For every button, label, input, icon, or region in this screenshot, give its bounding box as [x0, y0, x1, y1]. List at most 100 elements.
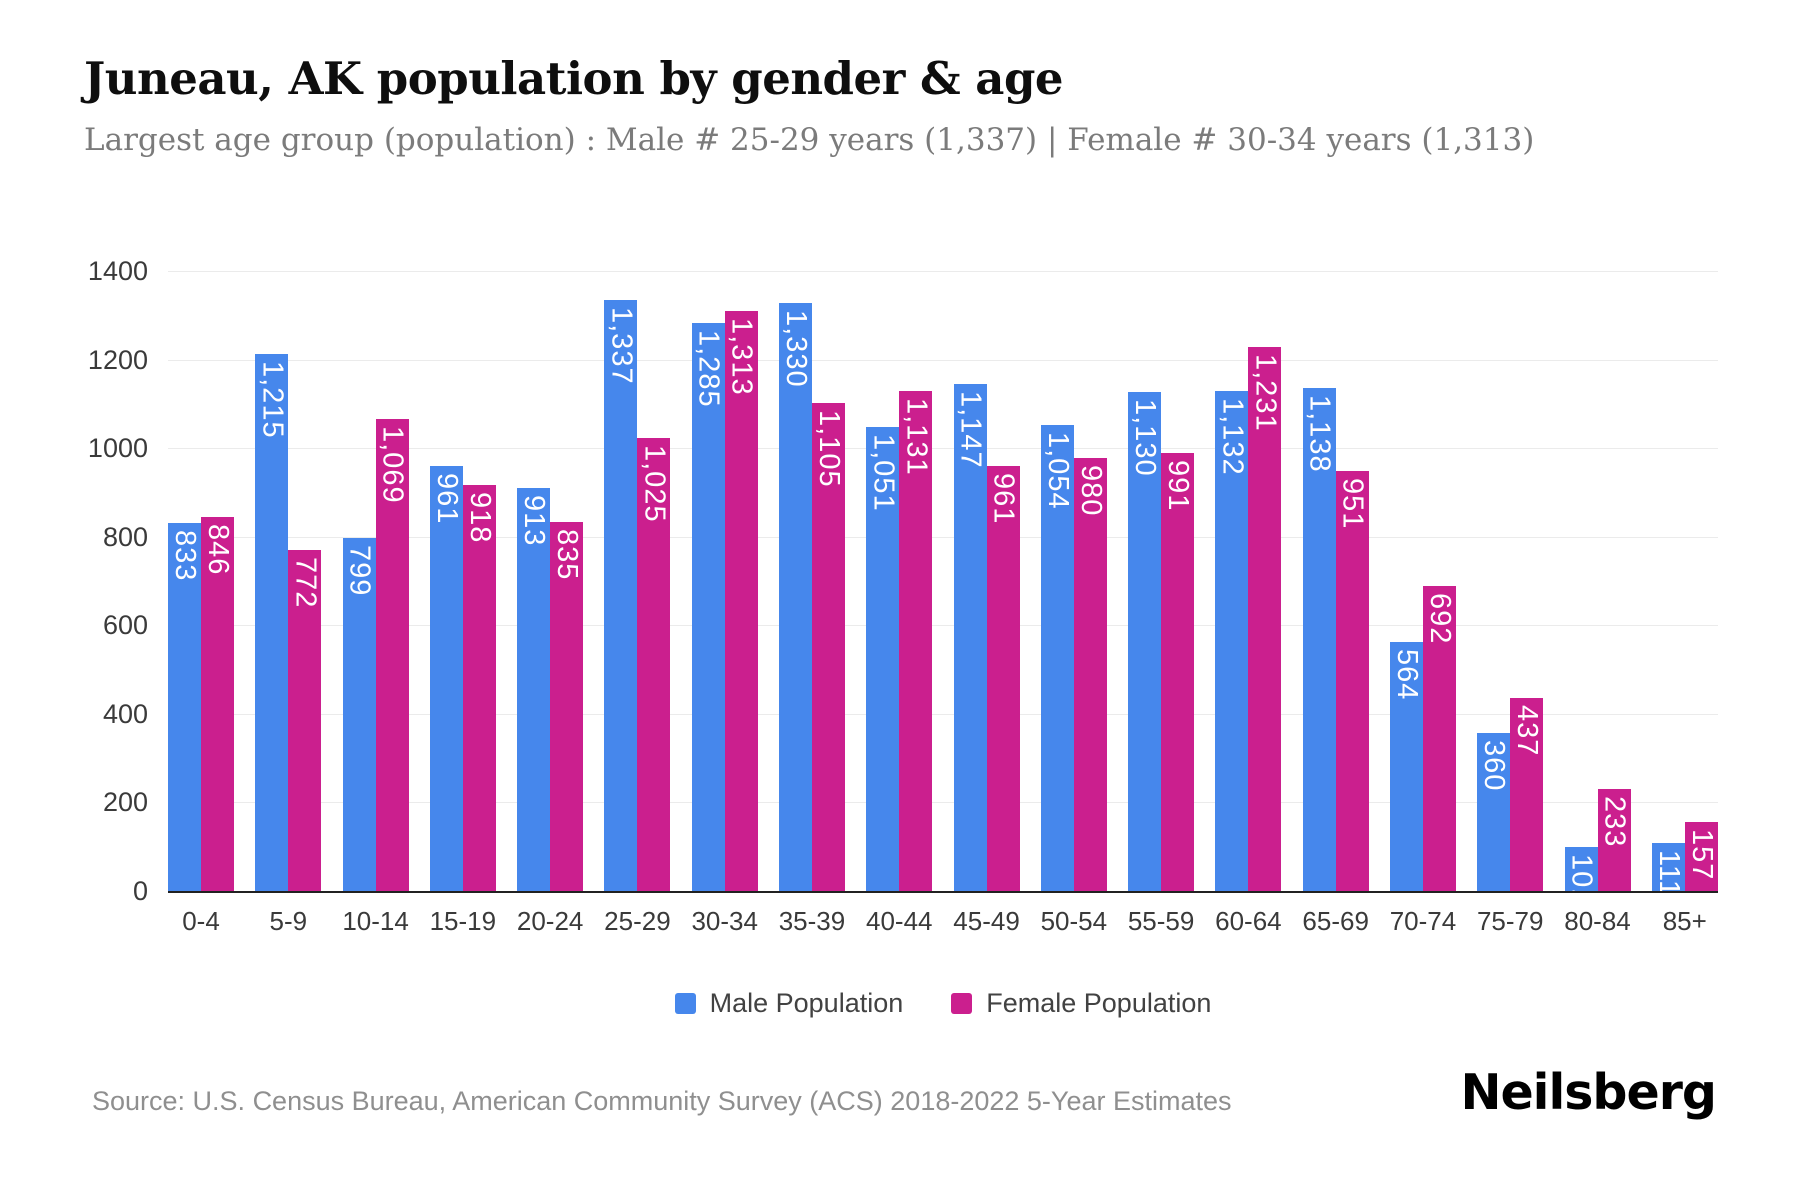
x-axis-label-80-84: 80-84 — [1564, 906, 1631, 936]
bar-value-label: 772 — [289, 557, 322, 609]
bar-male-85+: 111 — [1651, 843, 1685, 897]
bar-group-45-49: 1,147 961 45-49 — [953, 272, 1020, 936]
bar-female-65-69: 951 — [1335, 471, 1369, 892]
bar-group-20-24: 913 835 20-24 — [517, 272, 584, 936]
bar-female-30-34: 1,313 — [724, 311, 758, 892]
bar-value-label: 1,130 — [1129, 399, 1162, 477]
x-axis-label-15-19: 15-19 — [429, 906, 497, 936]
x-axis-label-30-34: 30-34 — [691, 906, 758, 936]
bar-value-label: 961 — [430, 473, 463, 525]
male-color-swatch — [674, 993, 696, 1014]
bar-value-label: 1,285 — [692, 330, 725, 408]
bar-group-50-54: 1,054 980 50-54 — [1041, 272, 1107, 936]
bar-value-label: 1,069 — [376, 426, 409, 504]
bar-female-5-9: 772 — [288, 550, 322, 892]
bar-value-label: 991 — [1162, 460, 1195, 512]
bar-value-label: 846 — [202, 524, 234, 576]
bar-value-label: 1,138 — [1303, 395, 1336, 473]
bar-female-20-24: 835 — [550, 522, 584, 892]
bar-value-label: 799 — [343, 545, 376, 597]
y-axis-tick-600: 600 — [102, 610, 148, 640]
bar-group-85+: 111 157 85+ — [1651, 272, 1718, 936]
bar-group-0-4: 833 846 0-4 — [168, 272, 234, 936]
bar-value-label: 157 — [1685, 829, 1718, 881]
bar-male-55-59: 1,130 — [1128, 392, 1162, 892]
bar-value-label: 1,330 — [779, 310, 812, 388]
bar-value-label: 1,215 — [256, 361, 289, 439]
legend-label-male: Male Population — [709, 988, 904, 1018]
bar-male-70-74: 564 — [1389, 642, 1423, 892]
x-axis-label-55-59: 55-59 — [1127, 906, 1195, 936]
y-axis-tick-400: 400 — [102, 699, 148, 729]
gridline-600 — [168, 625, 1718, 626]
y-axis-tick-0: 0 — [132, 876, 148, 906]
chart-legend: Male Population Female Population — [168, 988, 1718, 1019]
legend-label-female: Female Population — [986, 988, 1212, 1018]
bar-group-30-34: 1,285 1,313 30-34 — [691, 272, 758, 936]
bar-group-15-19: 961 918 15-19 — [430, 272, 496, 936]
x-axis-label-75-79: 75-79 — [1476, 906, 1544, 936]
bar-value-label: 564 — [1390, 649, 1423, 701]
page-title: Juneau, AK population by gender & age — [84, 52, 1064, 105]
x-axis-label-35-39: 35-39 — [778, 906, 846, 936]
bar-group-5-9: 1,215 772 5-9 — [255, 272, 322, 936]
bar-value-label: 951 — [1336, 478, 1369, 530]
gridline-200 — [168, 802, 1718, 803]
gridline-400 — [168, 714, 1718, 715]
bar-female-70-74: 692 — [1422, 586, 1456, 892]
bar-female-40-44: 1,131 — [899, 391, 933, 892]
bar-group-25-29: 1,337 1,025 25-29 — [604, 272, 671, 936]
bar-female-55-59: 991 — [1161, 453, 1195, 892]
bar-female-45-49: 961 — [986, 466, 1020, 892]
bar-value-label: 1,105 — [812, 410, 845, 488]
bar-female-35-39: 1,105 — [811, 403, 845, 892]
bar-value-label: 692 — [1423, 593, 1456, 645]
bar-value-label: 980 — [1074, 465, 1107, 517]
y-axis-tick-1000: 1000 — [87, 433, 148, 463]
bar-female-25-29: 1,025 — [637, 438, 671, 892]
bar-male-65-69: 1,138 — [1302, 388, 1336, 892]
bar-male-30-34: 1,285 — [691, 323, 725, 892]
x-axis-line — [168, 891, 1718, 893]
legend-item-female: Female Population — [951, 988, 1211, 1019]
bar-value-label: 1,132 — [1216, 398, 1249, 476]
y-axis-tick-800: 800 — [102, 522, 148, 552]
bar-female-50-54: 980 — [1073, 458, 1107, 892]
bar-male-0-4: 833 — [168, 523, 201, 892]
bar-group-40-44: 1,051 1,131 40-44 — [866, 272, 933, 936]
bar-female-10-14: 1,069 — [375, 419, 409, 892]
bar-male-35-39: 1,330 — [778, 303, 812, 892]
bar-value-label: 1,025 — [638, 445, 671, 523]
bar-groups: 833 846 0-4 1,215 772 5-9 799 1,069 10-14 961 918 1… — [168, 272, 1718, 936]
bar-value-label: 101 — [1565, 854, 1598, 906]
female-color-swatch — [951, 993, 973, 1014]
neilsberg-logo: Neilsberg — [1460, 1064, 1717, 1121]
bar-group-80-84: 101 233 80-84 — [1564, 272, 1631, 936]
bar-value-label: 1,337 — [605, 307, 638, 385]
bar-value-label: 111 — [1652, 850, 1685, 898]
bar-female-80-84: 233 — [1597, 789, 1631, 892]
y-axis-tick-200: 200 — [102, 787, 148, 817]
x-axis-label-65-69: 65-69 — [1302, 906, 1369, 936]
bar-female-75-79: 437 — [1510, 698, 1544, 892]
bar-group-55-59: 1,130 991 55-59 — [1128, 272, 1195, 936]
gridline-1400 — [168, 271, 1718, 272]
x-axis-label-0-4: 0-4 — [182, 906, 220, 936]
bar-male-25-29: 1,337 — [604, 300, 638, 892]
bar-group-10-14: 799 1,069 10-14 — [342, 272, 409, 936]
bar-male-75-79: 360 — [1477, 733, 1511, 892]
bar-value-label: 1,051 — [867, 434, 900, 512]
bar-value-label: 233 — [1598, 796, 1631, 848]
bar-female-60-64: 1,231 — [1248, 347, 1282, 892]
bar-value-label: 1,147 — [954, 391, 987, 469]
x-axis-label-60-64: 60-64 — [1215, 906, 1282, 936]
bar-group-75-79: 360 437 75-79 — [1477, 272, 1544, 936]
gridline-800 — [168, 537, 1718, 538]
bar-value-label: 835 — [551, 529, 584, 581]
bar-female-0-4: 846 — [201, 517, 234, 892]
bar-value-label: 360 — [1478, 740, 1511, 792]
x-axis-label-40-44: 40-44 — [866, 906, 933, 936]
bar-value-label: 1,313 — [725, 318, 758, 396]
bar-group-70-74: 564 692 70-74 — [1389, 272, 1456, 936]
x-axis-label-85+: 85+ — [1662, 906, 1707, 936]
